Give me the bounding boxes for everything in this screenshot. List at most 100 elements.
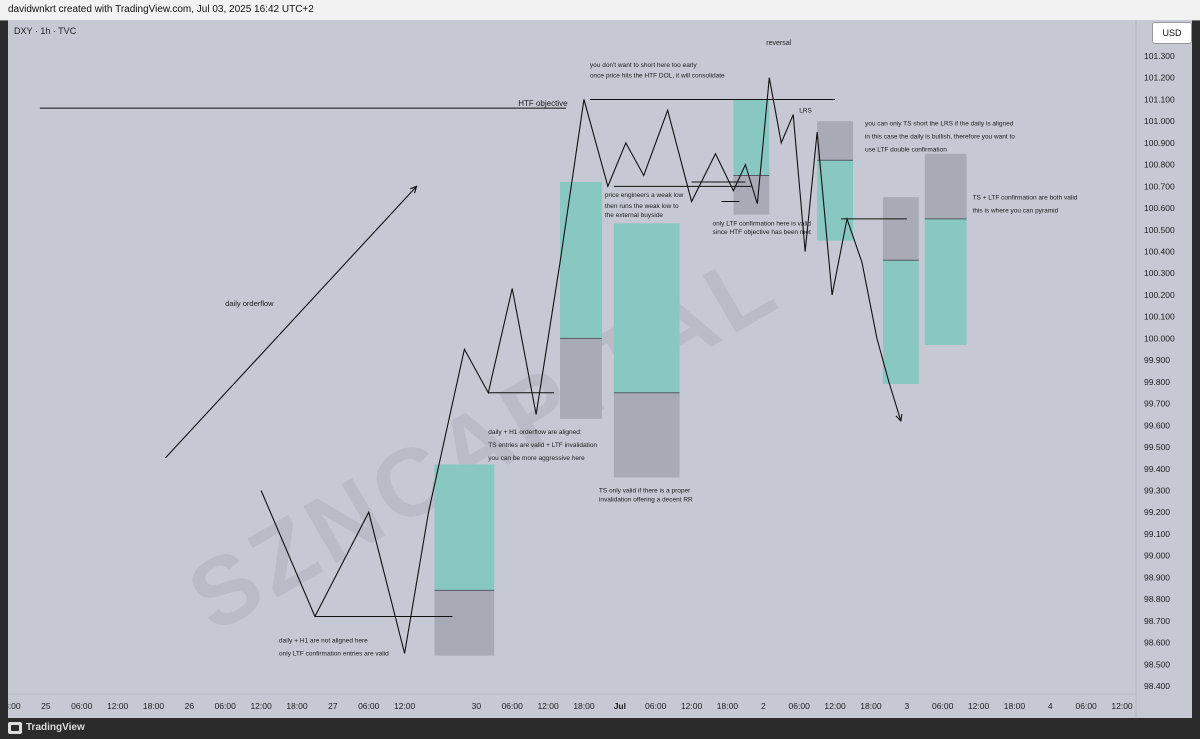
y-tick-label: 100.200: [1144, 290, 1175, 300]
annotation-9: price engineers a weak low: [605, 192, 684, 199]
zone-7-upper: [924, 153, 967, 219]
annotation-17: daily + H1 orderflow are aligned:: [488, 429, 582, 436]
y-tick-label: 99.200: [1144, 507, 1170, 517]
annotation-13: since HTF objective has been met: [713, 229, 811, 236]
x-tick-label: 12:00: [824, 701, 846, 711]
x-tick-label: 12:00: [1111, 701, 1133, 711]
symbol-label[interactable]: DXY · 1h · TVC: [14, 26, 77, 36]
footer-bar: TradingView: [0, 718, 1200, 739]
x-tick-label: 12:00: [394, 701, 416, 711]
x-tick-label: 18:00: [573, 701, 595, 711]
x-tick-label: 25: [41, 701, 51, 711]
currency-button[interactable]: USD: [1152, 22, 1192, 44]
x-tick-label: 06:00: [215, 701, 237, 711]
chart-panel[interactable]: SZNCAPITAL HTF objective reversal you don't…: [8, 20, 1192, 718]
y-tick-label: 101.200: [1144, 73, 1175, 83]
y-tick-label: 99.900: [1144, 355, 1170, 365]
price-path-arrowhead: [895, 413, 903, 423]
annotation-8: use LTF double confirmation: [865, 147, 947, 154]
annotation-22: daily + H1 are not aligned here: [279, 638, 368, 645]
y-tick-label: 99.800: [1144, 377, 1170, 387]
x-tick-label: 18:00: [860, 701, 882, 711]
x-tick-label: 4: [1048, 701, 1053, 711]
orderflow-arrow-1: [165, 185, 417, 459]
y-tick-label: 99.500: [1144, 442, 1170, 452]
y-tick-label: 98.700: [1144, 616, 1170, 626]
annotation-16: daily orderflow: [225, 299, 274, 308]
y-tick-label: 99.100: [1144, 529, 1170, 539]
zone-6-lower: [882, 260, 919, 385]
zone-1-lower: [434, 590, 495, 656]
zone-2-lower: [560, 338, 602, 419]
annotation-21: invalidation offering a decent RR: [599, 496, 693, 503]
brand-label: TradingView: [26, 722, 85, 733]
y-tick-label: 100.500: [1144, 225, 1175, 235]
x-tick-label: 12:00: [250, 701, 272, 711]
x-tick-label: 30: [472, 701, 482, 711]
y-tick-label: 98.900: [1144, 572, 1170, 582]
x-tick-label: 06:00: [358, 701, 380, 711]
annotation-2: reversal: [766, 40, 791, 47]
annotation-6: you can only TS short the LRS if the dai…: [865, 121, 1014, 128]
x-tick-label: 18:00: [717, 701, 739, 711]
tradingview-logo-icon: [8, 722, 22, 734]
y-tick-label: 98.400: [1144, 681, 1170, 691]
x-tick-label: 26: [185, 701, 195, 711]
x-tick-label: 12:00: [681, 701, 703, 711]
x-tick-label: 2: [761, 701, 766, 711]
y-tick-label: 99.000: [1144, 551, 1170, 561]
x-tick-label: 18:00: [143, 701, 165, 711]
annotation-19: you can be more aggressive here: [488, 455, 585, 462]
zone-1-upper: [434, 464, 495, 591]
x-tick-label: 12:00: [107, 701, 129, 711]
y-tick-label: 100.900: [1144, 138, 1175, 148]
y-tick-label: 101.300: [1144, 51, 1175, 61]
zone-5-lower: [817, 160, 853, 241]
annotation-3: you don't want to short here too early: [590, 62, 697, 69]
y-tick-label: 100.800: [1144, 160, 1175, 170]
y-tick-label: 99.300: [1144, 485, 1170, 495]
zone-3-lower: [613, 392, 680, 478]
y-tick-label: 98.800: [1144, 594, 1170, 604]
x-tick-label: 06:00: [789, 701, 811, 711]
x-tick-label: 12:00: [968, 701, 990, 711]
zone-3-upper: [613, 223, 680, 393]
y-tick-label: 98.500: [1144, 659, 1170, 669]
annotation-20: TS only valid if there is a proper: [599, 488, 691, 495]
x-tick-label: Jul: [614, 701, 626, 711]
x-tick-label: 18:00: [286, 701, 308, 711]
x-tick-label: 18:00: [8, 701, 21, 711]
x-tick-label: 06:00: [502, 701, 524, 711]
x-tick-label: 18:00: [1004, 701, 1026, 711]
annotation-5: LRS: [799, 107, 812, 114]
annotation-14: TS + LTF confirmation are both valid: [973, 194, 1078, 201]
y-tick-label: 100.100: [1144, 312, 1175, 322]
y-tick-label: 101.000: [1144, 116, 1175, 126]
y-tick-label: 100.000: [1144, 333, 1175, 343]
x-tick-label: 06:00: [645, 701, 667, 711]
x-tick-label: 06:00: [1076, 701, 1098, 711]
annotation-1: HTF objective: [518, 99, 568, 108]
zone-6-upper: [882, 197, 919, 261]
zone-5-upper: [817, 121, 853, 161]
y-tick-label: 101.100: [1144, 94, 1175, 104]
y-tick-label: 99.600: [1144, 420, 1170, 430]
annotation-12: only LTF confirmation here is valid: [713, 220, 812, 227]
annotation-11: the external buyside: [605, 212, 664, 219]
zone-7-lower: [924, 218, 967, 345]
price-path-line: [260, 77, 902, 654]
caption-text: davidwnkrt created with TradingView.com,…: [8, 4, 314, 15]
y-tick-label: 100.600: [1144, 203, 1175, 213]
y-tick-label: 99.700: [1144, 399, 1170, 409]
y-tick-label: 100.700: [1144, 181, 1175, 191]
x-tick-label: 06:00: [932, 701, 954, 711]
zone-4-lower: [733, 175, 770, 215]
y-tick-label: 98.600: [1144, 638, 1170, 648]
zone-2-upper: [560, 182, 602, 339]
y-tick-label: 100.400: [1144, 247, 1175, 257]
annotation-10: then runs the weak low to: [605, 203, 679, 210]
x-tick-label: 27: [328, 701, 338, 711]
annotation-4: once price hits the HTF DOL, it will con…: [590, 73, 725, 80]
